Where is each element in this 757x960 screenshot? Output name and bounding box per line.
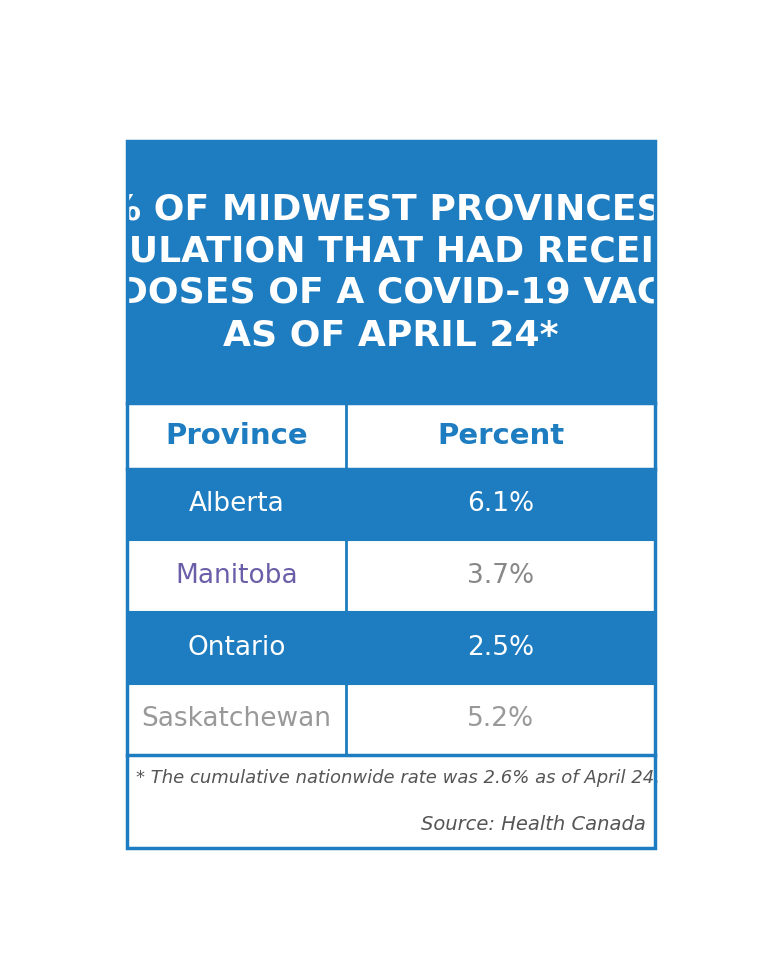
Text: 6.1%: 6.1% (467, 492, 534, 517)
Text: * The cumulative nationwide rate was 2.6% as of April 24.: * The cumulative nationwide rate was 2.6… (136, 769, 659, 786)
Text: Saskatchewan: Saskatchewan (142, 707, 332, 732)
Bar (127, 403, 655, 468)
Text: Percent: Percent (437, 422, 564, 450)
Bar (127, 468, 655, 540)
Text: Province: Province (165, 422, 308, 450)
Bar (127, 684, 655, 756)
Text: 2.5%: 2.5% (467, 635, 534, 660)
Text: Ontario: Ontario (187, 635, 285, 660)
Text: Source: Health Canada: Source: Health Canada (421, 815, 646, 834)
Text: Alberta: Alberta (188, 492, 285, 517)
Bar (127, 540, 655, 612)
Text: % OF MIDWEST PROVINCES’
POPULATION THAT HAD RECEIVED
TWO DOSES OF A COVID-19 VAC: % OF MIDWEST PROVINCES’ POPULATION THAT … (10, 192, 757, 352)
Bar (127, 141, 655, 403)
Bar (127, 612, 655, 684)
Bar (127, 141, 655, 848)
Text: 3.7%: 3.7% (467, 564, 534, 589)
Bar (127, 756, 655, 848)
Text: 5.2%: 5.2% (467, 707, 534, 732)
Text: Manitoba: Manitoba (175, 564, 298, 589)
